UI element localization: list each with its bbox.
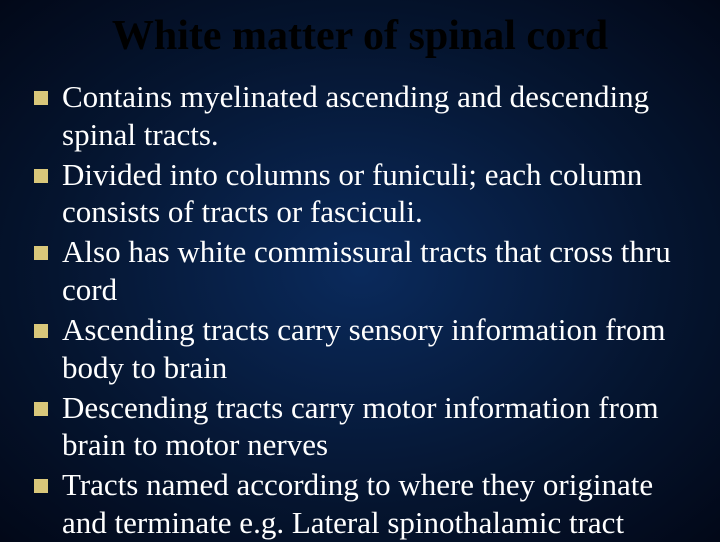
slide-title: White matter of spinal cord — [0, 0, 720, 78]
list-item: Descending tracts carry motor informatio… — [34, 389, 700, 465]
square-bullet-icon — [34, 324, 48, 338]
list-item: Divided into columns or funiculi; each c… — [34, 156, 700, 232]
square-bullet-icon — [34, 91, 48, 105]
bullet-text: Ascending tracts carry sensory informati… — [62, 311, 700, 387]
square-bullet-icon — [34, 402, 48, 416]
bullet-text: Divided into columns or funiculi; each c… — [62, 156, 700, 232]
square-bullet-icon — [34, 169, 48, 183]
bullet-text: Descending tracts carry motor informatio… — [62, 389, 700, 465]
bullet-text: Tracts named according to where they ori… — [62, 466, 700, 542]
square-bullet-icon — [34, 479, 48, 493]
square-bullet-icon — [34, 246, 48, 260]
list-item: Tracts named according to where they ori… — [34, 466, 700, 542]
list-item: Contains myelinated ascending and descen… — [34, 78, 700, 154]
list-item: Also has white commissural tracts that c… — [34, 233, 700, 309]
list-item: Ascending tracts carry sensory informati… — [34, 311, 700, 387]
bullet-text: Also has white commissural tracts that c… — [62, 233, 700, 309]
bullet-text: Contains myelinated ascending and descen… — [62, 78, 700, 154]
bullet-list: Contains myelinated ascending and descen… — [0, 78, 720, 542]
